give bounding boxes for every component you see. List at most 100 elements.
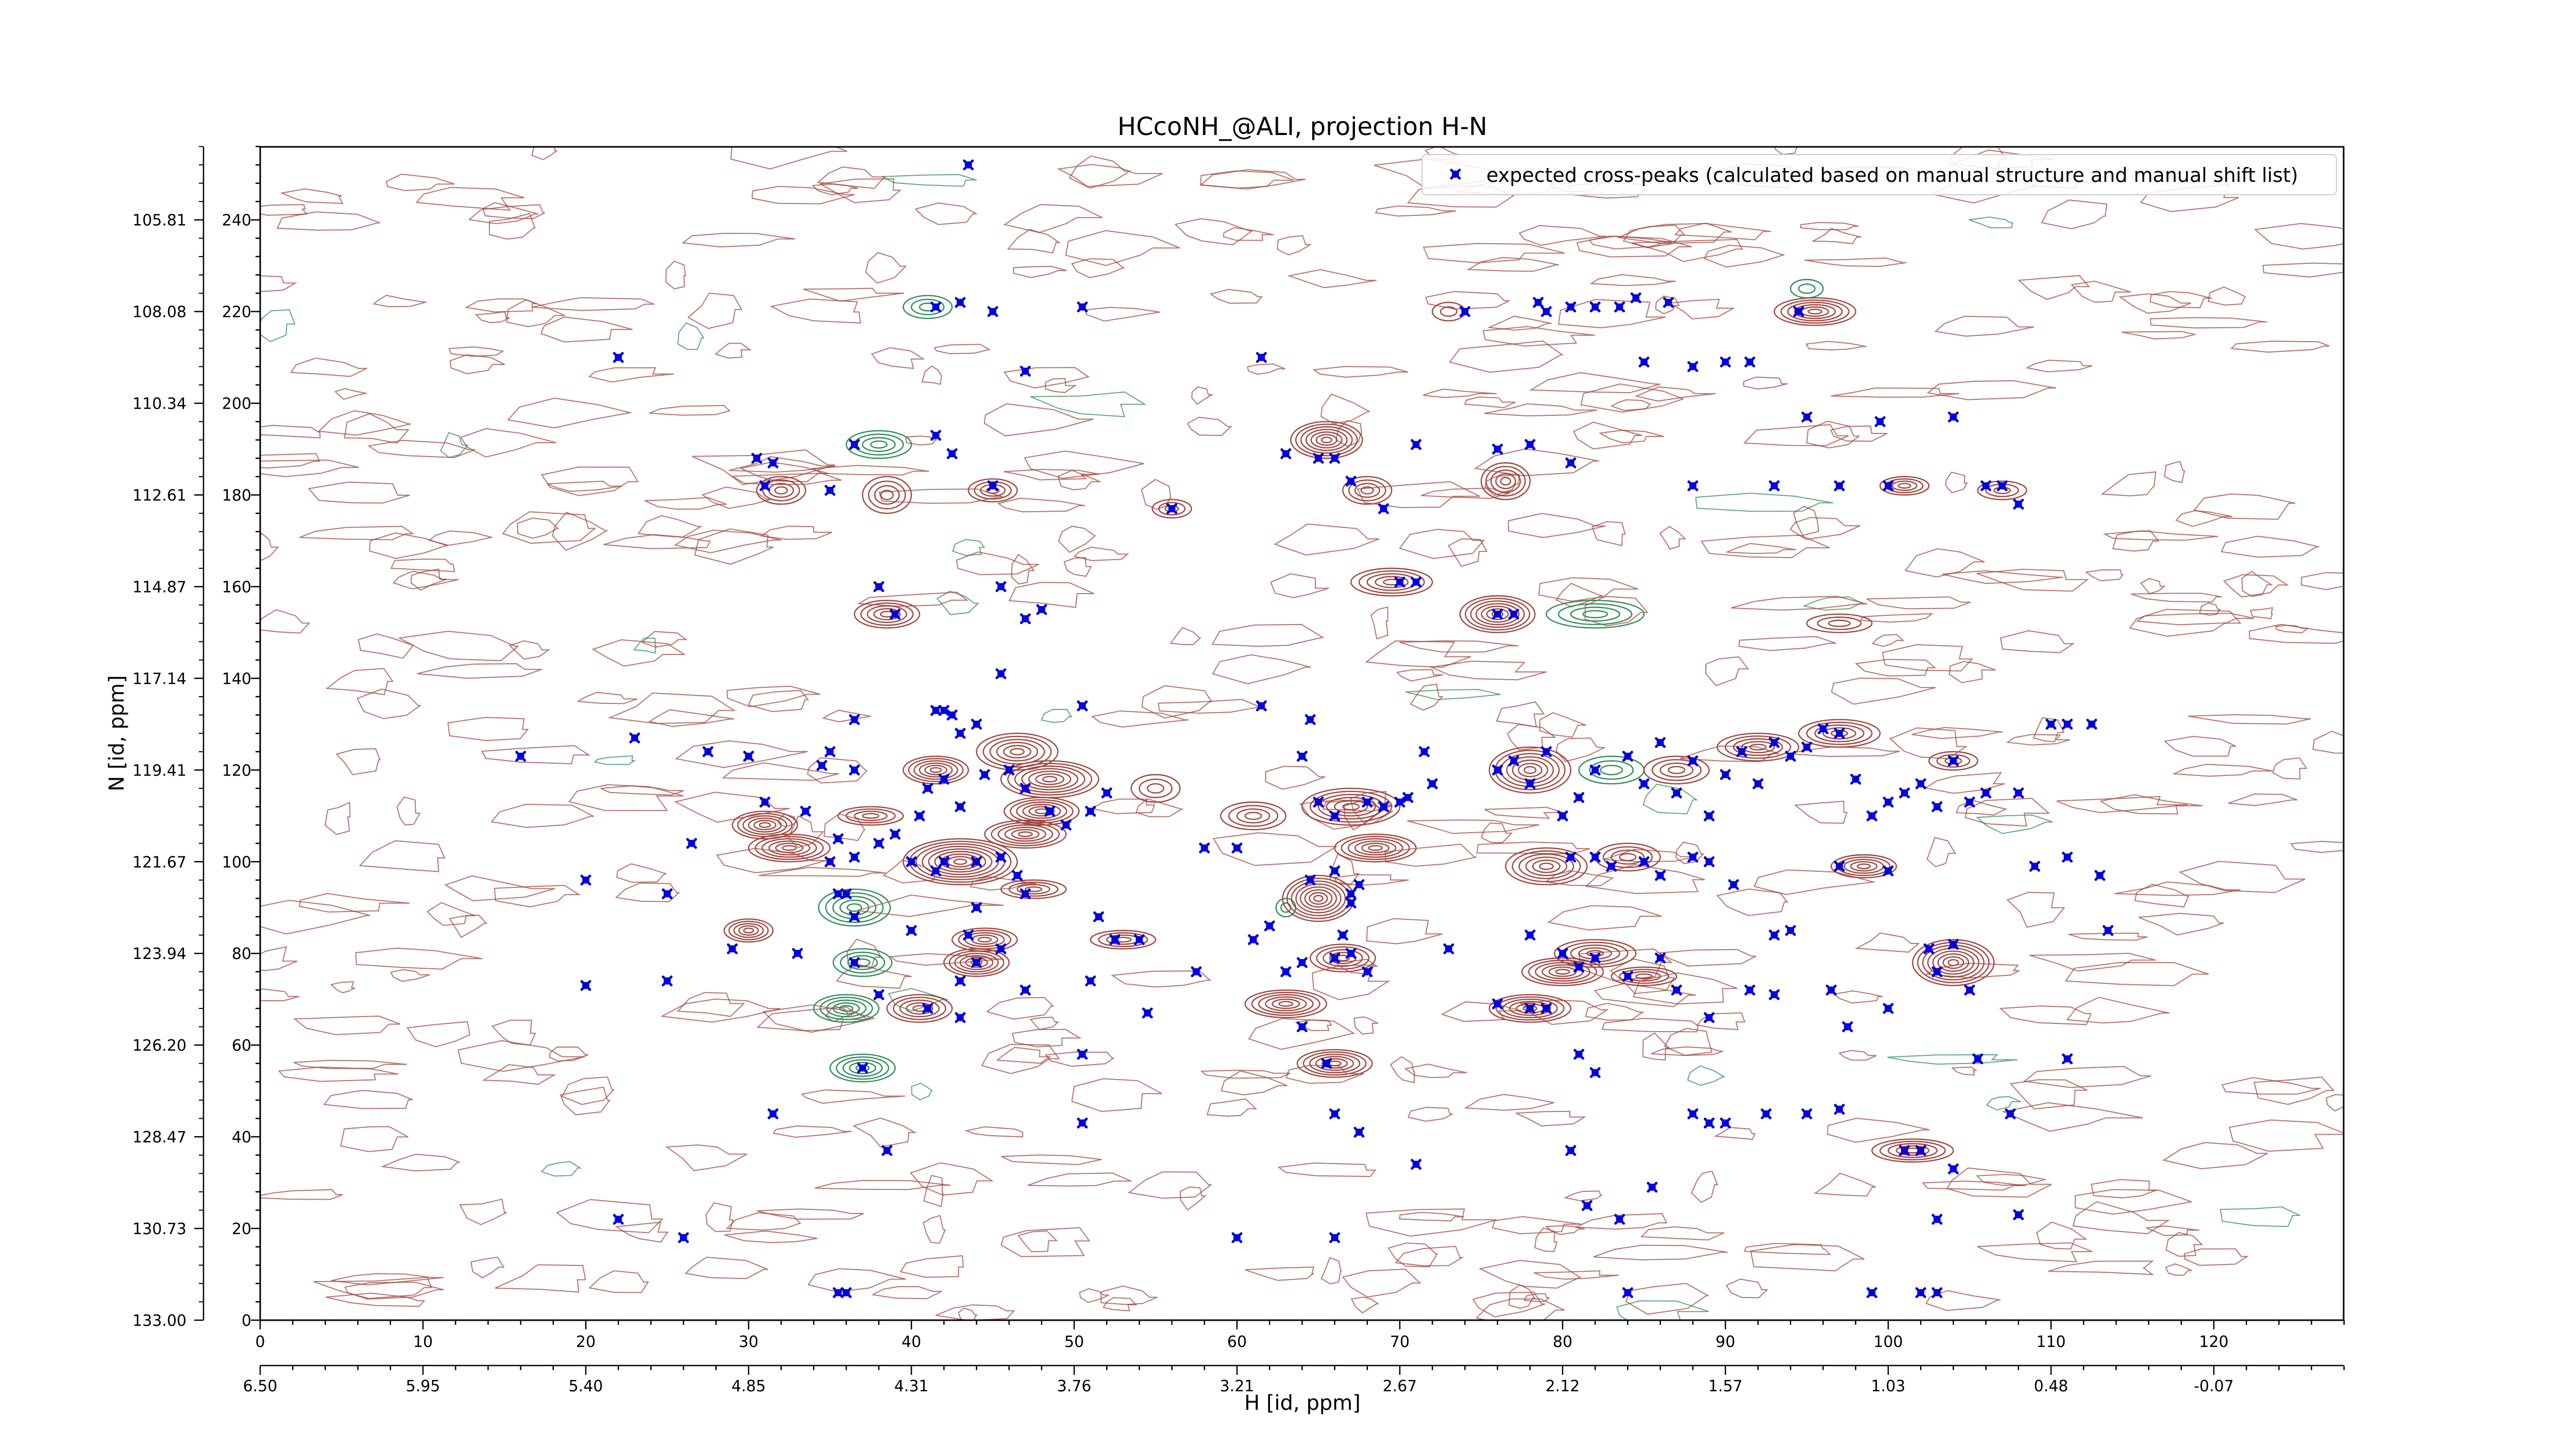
cross-peak-point (702, 746, 714, 757)
peak-contour-level (893, 997, 946, 1020)
peak-contour-level (1291, 880, 1346, 917)
noise-contour (1476, 841, 1590, 855)
noise-contour (369, 532, 448, 559)
noise-contour (1422, 243, 1565, 264)
cross-peak-point (1329, 1232, 1341, 1243)
peak-contour-level (1035, 808, 1049, 815)
peak-contour-level (1272, 999, 1300, 1009)
noise-contour (984, 403, 1094, 436)
peak-contour-level (902, 295, 953, 319)
cross-peak-point (1671, 984, 1682, 996)
cross-peak-point (946, 448, 958, 459)
noise-contour (1399, 1211, 1464, 1222)
noise-contour (923, 1174, 944, 1207)
peak-contour-level (997, 824, 1054, 844)
noise-contour (684, 1256, 768, 1279)
noise-contour (1800, 222, 1859, 230)
cross-peak-point (580, 980, 591, 991)
cross-peak-point (1589, 1067, 1601, 1079)
noise-contour (1999, 1005, 2092, 1025)
peak-contour-level (768, 840, 810, 856)
noise-contour (1071, 258, 1125, 278)
cross-peak-point (1011, 870, 1023, 881)
noise-contour (724, 1230, 818, 1243)
cross-peak-point (1020, 613, 1031, 625)
peak-contour-level (1635, 973, 1653, 980)
peak-contour-level (840, 951, 886, 974)
peak-contour-level (1342, 803, 1360, 811)
noise-contour (2223, 574, 2290, 598)
noise-contour (1335, 420, 1362, 447)
cross-peak-point (1834, 728, 1845, 739)
cross-peak-point (1077, 1049, 1088, 1060)
cross-peak-point (1492, 998, 1503, 1009)
peak-contour-level (1244, 812, 1262, 820)
peak-contour-level (1532, 860, 1561, 873)
peak-contour-level (861, 476, 912, 514)
cross-peak-point (1329, 865, 1341, 877)
noise-contour (739, 461, 829, 483)
cross-peak-point (1020, 984, 1031, 996)
noise-contour (1174, 218, 1254, 246)
cross-peak-point (2062, 851, 2073, 863)
noise-contour (817, 166, 886, 189)
peak-contour-level (1035, 773, 1064, 785)
cross-peak-point (1801, 742, 1812, 753)
noise-contour (1003, 204, 1103, 233)
peak-contour-level (959, 955, 994, 970)
noise-contour (588, 1270, 649, 1293)
cross-peak-point (1655, 737, 1666, 748)
cross-peak-point (1280, 966, 1292, 978)
noise-contour (293, 1015, 401, 1035)
cross-peak-point (686, 838, 697, 849)
peak-contour-level (1495, 473, 1516, 490)
noise-contour (1492, 1216, 1582, 1235)
noise-contour (1703, 244, 1785, 268)
peak-contour-level (1850, 861, 1878, 872)
peak-contour-level (1024, 886, 1042, 892)
cross-peak-point (1166, 503, 1178, 514)
noise-contour (1191, 386, 1214, 405)
noise-contour (1811, 228, 1862, 244)
noise-contour (660, 998, 781, 1023)
noise-contour (556, 1199, 664, 1234)
noise-contour (260, 1189, 343, 1200)
peak-contour-level (984, 820, 1067, 849)
cross-peak-point (1947, 755, 1959, 767)
noise-contour (260, 309, 296, 343)
noise-contour (1547, 905, 1662, 931)
cross-peak-point (922, 1003, 934, 1014)
cross-peak-point (1647, 1182, 1658, 1193)
cross-peak-point (963, 930, 974, 941)
noise-contour (1399, 640, 1519, 653)
noise-contour (2140, 578, 2166, 595)
cross-peak-point (1769, 480, 1780, 492)
peak-contour-level (1151, 499, 1192, 519)
noise-contour (2006, 734, 2071, 746)
noise-contour (665, 1144, 748, 1171)
peak-contour-level (1016, 884, 1050, 895)
noise-contour (952, 538, 986, 556)
cross-peak-point (1801, 411, 1812, 423)
cross-peak-point (1304, 714, 1316, 725)
noise-contour (986, 997, 1055, 1020)
peak-contour-level (845, 808, 896, 823)
cross-peak-point (1736, 746, 1748, 757)
noise-contour (822, 710, 872, 722)
peak-contour-level (1090, 930, 1157, 950)
noise-contour (1774, 147, 1798, 155)
cross-peak-point (629, 732, 640, 744)
cross-peak-point (987, 306, 998, 317)
noise-contour (1223, 227, 1274, 241)
cross-peak-point (759, 797, 771, 808)
x-ppm-tick-label: 2.12 (1546, 1377, 1580, 1395)
cross-peak-point (1101, 787, 1112, 799)
cross-peak-point (1411, 1159, 1422, 1170)
noise-contour (922, 1215, 946, 1244)
noise-contour (1731, 596, 1867, 611)
y-ppm-tick-label: 112.61 (132, 487, 187, 505)
cross-peak-point (857, 1063, 868, 1074)
noise-contour (299, 526, 415, 541)
cross-peak-point (1899, 787, 1910, 799)
cross-peak-point (1744, 357, 1755, 368)
